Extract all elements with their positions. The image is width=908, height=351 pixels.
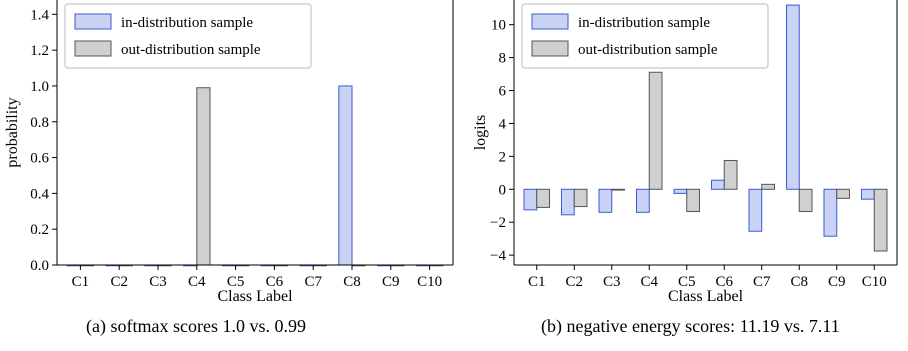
bar-in-c8 bbox=[786, 4, 800, 190]
bar-out-c8 bbox=[798, 188, 813, 213]
x-tick-label: C3 bbox=[603, 274, 621, 290]
legend-label-out: out-distribution sample bbox=[121, 42, 261, 58]
y-tick-label: 0.6 bbox=[30, 151, 49, 167]
bar-in-c9 bbox=[823, 188, 838, 237]
legend-label-out: out-distribution sample bbox=[578, 42, 718, 58]
y-tick-label: 0.4 bbox=[30, 186, 49, 202]
legend-label-in: in-distribution sample bbox=[578, 15, 710, 31]
bar-in-c7 bbox=[748, 188, 763, 232]
y-tick-label: −4 bbox=[490, 248, 506, 264]
x-tick-label: C5 bbox=[227, 274, 245, 290]
y-tick-label: 4 bbox=[499, 116, 507, 132]
legend-swatch-out bbox=[531, 40, 569, 57]
chart-panel-b: −4 −2 0 2 4 6 8 10 C1 C2 C3 C4 C5 C6 C7 C8 C9 C10 Class La… bbox=[472, 0, 898, 305]
bar-in-c8 bbox=[338, 85, 353, 266]
x-tick-label: C8 bbox=[790, 274, 808, 290]
legend-swatch-out bbox=[74, 40, 112, 57]
y-tick-label: −2 bbox=[490, 215, 506, 231]
bar-out-c10 bbox=[873, 188, 888, 252]
bar-out-c4 bbox=[648, 71, 663, 190]
caption-a: (a) softmax scores 1.0 vs. 0.99 bbox=[86, 316, 306, 336]
legend: in-distribution sample out-distribution s… bbox=[521, 3, 769, 69]
x-tick-label: C2 bbox=[565, 274, 583, 290]
x-tick-label: C4 bbox=[188, 274, 206, 290]
legend: in-distribution sample out-distribution s… bbox=[64, 3, 312, 69]
bar-out-c1 bbox=[536, 188, 550, 208]
bar-in-c2 bbox=[561, 188, 575, 216]
legend-box bbox=[521, 3, 769, 69]
x-tick-label: C7 bbox=[304, 274, 322, 290]
legend-swatch-in bbox=[74, 13, 112, 30]
x-tick-label: C7 bbox=[753, 274, 771, 290]
bar-out-c6 bbox=[723, 159, 738, 190]
bar-out-c9 bbox=[836, 188, 850, 199]
y-tick-label: 0.8 bbox=[30, 115, 49, 131]
y-tick-label: 6 bbox=[499, 84, 507, 100]
bar-out-c3 bbox=[611, 188, 625, 191]
x-tick-label: C9 bbox=[828, 274, 846, 290]
x-tick-label: C3 bbox=[149, 274, 167, 290]
bar-in-c10 bbox=[861, 188, 875, 200]
x-tick-label: C5 bbox=[678, 274, 696, 290]
y-tick-label: 2 bbox=[499, 149, 507, 165]
y-axis-label: logits bbox=[472, 115, 489, 151]
bar-in-c6 bbox=[711, 179, 725, 190]
y-tick-label: 1.2 bbox=[30, 43, 49, 59]
y-tick-label: 0.0 bbox=[30, 258, 49, 274]
bar-out-c2 bbox=[573, 188, 588, 208]
chart-panel-a: 0.0 0.2 0.4 0.6 0.8 1.0 1.2 1.4 C1 C2 C3 C4 C5 C6 C7 C8… bbox=[4, 0, 454, 305]
x-tick-label: C10 bbox=[417, 274, 442, 290]
y-tick-label: 1.0 bbox=[30, 79, 49, 95]
bar-in-c3 bbox=[598, 188, 613, 213]
bar-out-c7 bbox=[761, 183, 775, 190]
y-tick-label: 0.2 bbox=[30, 222, 49, 238]
y-tick-label: 0 bbox=[499, 182, 507, 198]
bar-in-c5 bbox=[673, 188, 688, 194]
x-tick-label: C8 bbox=[343, 274, 361, 290]
caption-b: (b) negative energy scores: 11.19 vs. 7.… bbox=[541, 316, 840, 336]
y-tick-label: 1.4 bbox=[30, 7, 49, 23]
x-tick-label: C6 bbox=[715, 274, 733, 290]
bar-out-c4 bbox=[196, 87, 211, 266]
y-axis-label: probability bbox=[4, 97, 21, 167]
legend-box bbox=[64, 3, 312, 69]
x-tick-label: C9 bbox=[382, 274, 400, 290]
x-tick-label: C1 bbox=[72, 274, 90, 290]
x-axis-label: Class Label bbox=[668, 288, 744, 305]
bar-out-c5 bbox=[686, 188, 700, 213]
x-tick-label: C6 bbox=[266, 274, 284, 290]
y-tick-label: 8 bbox=[499, 51, 507, 67]
y-tick-label: 10 bbox=[491, 18, 506, 34]
bar-in-c1 bbox=[523, 188, 538, 211]
x-tick-label: C4 bbox=[640, 274, 658, 290]
x-tick-label: C1 bbox=[528, 274, 546, 290]
x-tick-label: C10 bbox=[862, 274, 887, 290]
x-axis-label: Class Label bbox=[217, 288, 293, 305]
legend-swatch-in bbox=[531, 13, 569, 30]
bar-in-c4 bbox=[636, 188, 650, 213]
x-tick-label: C2 bbox=[110, 274, 128, 290]
legend-label-in: in-distribution sample bbox=[121, 15, 253, 31]
